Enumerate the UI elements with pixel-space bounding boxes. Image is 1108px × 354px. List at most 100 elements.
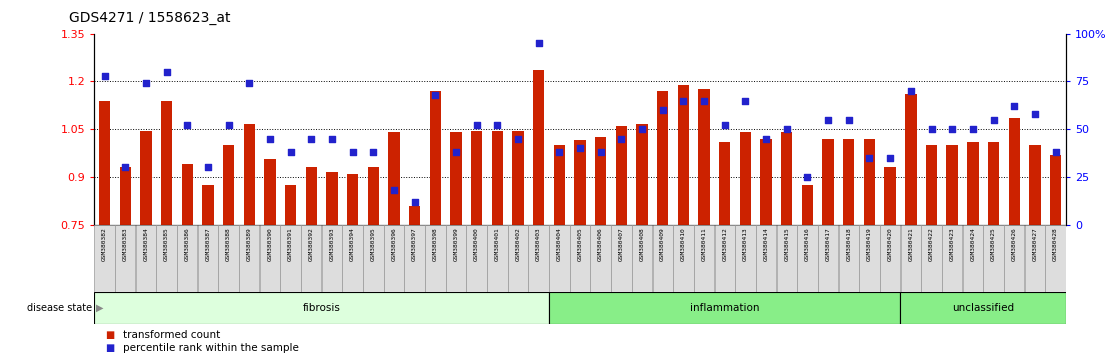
- Bar: [901, 292, 1066, 324]
- Bar: [347, 174, 358, 225]
- Bar: [616, 126, 627, 225]
- Bar: [678, 85, 689, 225]
- Point: [386, 188, 403, 193]
- Bar: [492, 131, 503, 225]
- Point: [675, 98, 692, 103]
- Point: [489, 122, 506, 128]
- Text: GSM380421: GSM380421: [909, 227, 913, 261]
- Point: [737, 98, 755, 103]
- Bar: [259, 225, 280, 292]
- Bar: [94, 292, 550, 324]
- Point: [178, 122, 196, 128]
- Bar: [156, 225, 177, 292]
- Bar: [218, 225, 239, 292]
- Text: GSM380390: GSM380390: [267, 227, 273, 261]
- Text: GSM380425: GSM380425: [991, 227, 996, 261]
- Point: [510, 136, 527, 142]
- Point: [95, 73, 113, 79]
- Point: [840, 117, 858, 122]
- Point: [613, 136, 630, 142]
- Point: [427, 92, 444, 98]
- Bar: [963, 225, 983, 292]
- Bar: [529, 225, 548, 292]
- Bar: [554, 145, 565, 225]
- Bar: [239, 225, 259, 292]
- Bar: [1025, 225, 1045, 292]
- Point: [551, 149, 568, 155]
- Point: [302, 136, 320, 142]
- Bar: [409, 206, 420, 225]
- Bar: [197, 225, 218, 292]
- Bar: [636, 125, 648, 225]
- Bar: [570, 225, 591, 292]
- Bar: [425, 225, 445, 292]
- Text: unclassified: unclassified: [952, 303, 1014, 313]
- Text: GSM380383: GSM380383: [123, 227, 127, 261]
- Bar: [967, 142, 978, 225]
- Text: GSM380388: GSM380388: [226, 227, 232, 261]
- Bar: [818, 225, 839, 292]
- Point: [964, 126, 982, 132]
- Text: GSM380391: GSM380391: [288, 227, 294, 261]
- Text: GSM380382: GSM380382: [102, 227, 107, 261]
- Bar: [368, 167, 379, 225]
- Point: [468, 122, 485, 128]
- Point: [902, 88, 920, 94]
- Bar: [182, 164, 193, 225]
- Bar: [1045, 225, 1066, 292]
- Point: [985, 117, 1003, 122]
- Bar: [550, 225, 570, 292]
- Bar: [1029, 145, 1040, 225]
- Bar: [756, 225, 777, 292]
- Text: GSM380386: GSM380386: [185, 227, 189, 261]
- Bar: [141, 131, 152, 225]
- Bar: [777, 225, 797, 292]
- Bar: [864, 139, 875, 225]
- Text: GSM380385: GSM380385: [164, 227, 170, 261]
- Bar: [802, 185, 813, 225]
- Bar: [653, 225, 673, 292]
- Text: GSM380399: GSM380399: [453, 227, 459, 261]
- Point: [778, 126, 796, 132]
- Text: GSM380384: GSM380384: [143, 227, 148, 261]
- Text: ■: ■: [105, 330, 114, 339]
- Text: GSM380396: GSM380396: [391, 227, 397, 261]
- Bar: [901, 225, 921, 292]
- Bar: [223, 145, 234, 225]
- Text: GSM380415: GSM380415: [784, 227, 789, 261]
- Bar: [445, 225, 466, 292]
- Bar: [905, 94, 916, 225]
- Bar: [926, 145, 937, 225]
- Text: GSM380400: GSM380400: [474, 227, 479, 261]
- Bar: [740, 132, 751, 225]
- Bar: [736, 225, 756, 292]
- Point: [592, 149, 609, 155]
- Bar: [533, 70, 544, 225]
- Bar: [698, 89, 710, 225]
- Bar: [301, 225, 321, 292]
- Bar: [342, 225, 362, 292]
- Point: [943, 126, 961, 132]
- Point: [695, 98, 712, 103]
- Bar: [244, 125, 255, 225]
- Bar: [450, 132, 462, 225]
- Point: [861, 155, 879, 161]
- Bar: [264, 160, 276, 225]
- Point: [799, 174, 817, 180]
- Text: GSM380407: GSM380407: [619, 227, 624, 261]
- Text: GDS4271 / 1558623_at: GDS4271 / 1558623_at: [69, 11, 230, 25]
- Point: [716, 122, 733, 128]
- Bar: [512, 131, 524, 225]
- Text: GSM380389: GSM380389: [247, 227, 252, 261]
- Point: [633, 126, 650, 132]
- Bar: [306, 167, 317, 225]
- Text: ▶: ▶: [96, 303, 104, 313]
- Point: [1047, 149, 1065, 155]
- Point: [199, 165, 217, 170]
- Point: [343, 149, 361, 155]
- Point: [219, 122, 237, 128]
- Bar: [880, 225, 901, 292]
- Point: [881, 155, 899, 161]
- Point: [530, 40, 547, 46]
- Bar: [99, 101, 110, 225]
